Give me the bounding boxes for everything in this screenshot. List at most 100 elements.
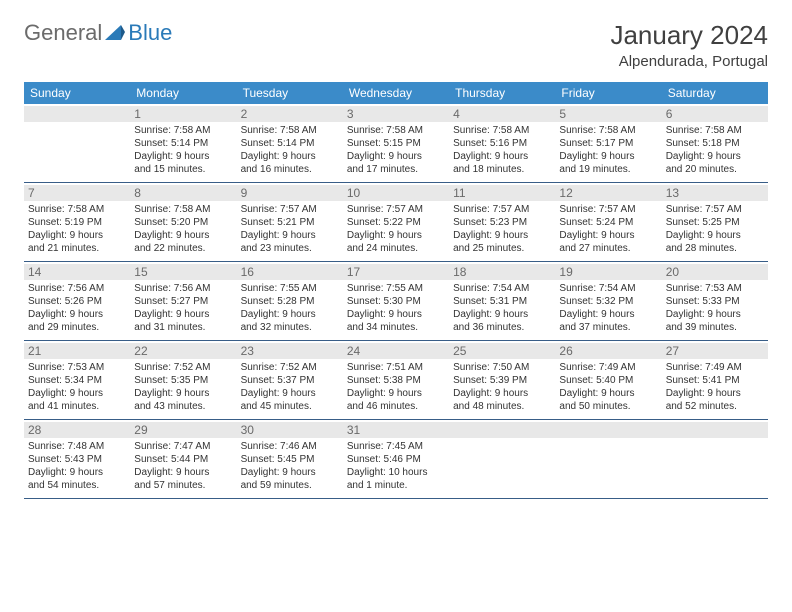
day-info: Sunrise: 7:58 AMSunset: 5:16 PMDaylight:…: [453, 124, 551, 176]
sunrise-text: Sunrise: 7:53 AM: [666, 282, 764, 295]
calendar-day-cell: 26Sunrise: 7:49 AMSunset: 5:40 PMDayligh…: [555, 341, 661, 420]
daylight-text-1: Daylight: 9 hours: [559, 150, 657, 163]
sunrise-text: Sunrise: 7:57 AM: [559, 203, 657, 216]
location-label: Alpendurada, Portugal: [610, 53, 768, 70]
title-block: January 2024 Alpendurada, Portugal: [610, 20, 768, 70]
day-number: 13: [662, 185, 768, 201]
day-number: 15: [130, 264, 236, 280]
day-number: 9: [237, 185, 343, 201]
sunset-text: Sunset: 5:19 PM: [28, 216, 126, 229]
logo-text-blue: Blue: [128, 20, 172, 46]
sunset-text: Sunset: 5:32 PM: [559, 295, 657, 308]
day-number: 7: [24, 185, 130, 201]
calendar-day-cell: 7Sunrise: 7:58 AMSunset: 5:19 PMDaylight…: [24, 183, 130, 262]
calendar-day-cell: [662, 420, 768, 499]
daylight-text-2: and 24 minutes.: [347, 242, 445, 255]
sunrise-text: Sunrise: 7:49 AM: [666, 361, 764, 374]
day-info: Sunrise: 7:49 AMSunset: 5:40 PMDaylight:…: [559, 361, 657, 413]
day-info: Sunrise: 7:55 AMSunset: 5:28 PMDaylight:…: [241, 282, 339, 334]
sunrise-text: Sunrise: 7:46 AM: [241, 440, 339, 453]
daylight-text-1: Daylight: 9 hours: [134, 150, 232, 163]
month-title: January 2024: [610, 20, 768, 51]
daylight-text-2: and 20 minutes.: [666, 163, 764, 176]
daylight-text-1: Daylight: 9 hours: [241, 387, 339, 400]
day-number: 30: [237, 422, 343, 438]
sunrise-text: Sunrise: 7:58 AM: [666, 124, 764, 137]
calendar-week-row: 1Sunrise: 7:58 AMSunset: 5:14 PMDaylight…: [24, 104, 768, 183]
sunset-text: Sunset: 5:27 PM: [134, 295, 232, 308]
daylight-text-2: and 15 minutes.: [134, 163, 232, 176]
daylight-text-1: Daylight: 9 hours: [241, 150, 339, 163]
day-info: Sunrise: 7:58 AMSunset: 5:20 PMDaylight:…: [134, 203, 232, 255]
day-info: Sunrise: 7:57 AMSunset: 5:21 PMDaylight:…: [241, 203, 339, 255]
daylight-text-2: and 23 minutes.: [241, 242, 339, 255]
daylight-text-1: Daylight: 9 hours: [453, 229, 551, 242]
day-number: [24, 106, 130, 122]
weekday-header: Monday: [130, 82, 236, 104]
daylight-text-2: and 50 minutes.: [559, 400, 657, 413]
weekday-header-row: Sunday Monday Tuesday Wednesday Thursday…: [24, 82, 768, 104]
calendar-day-cell: [555, 420, 661, 499]
day-number: 18: [449, 264, 555, 280]
weekday-header: Tuesday: [237, 82, 343, 104]
day-number: 23: [237, 343, 343, 359]
daylight-text-2: and 32 minutes.: [241, 321, 339, 334]
day-info: Sunrise: 7:45 AMSunset: 5:46 PMDaylight:…: [347, 440, 445, 492]
day-number: 11: [449, 185, 555, 201]
day-info: Sunrise: 7:57 AMSunset: 5:25 PMDaylight:…: [666, 203, 764, 255]
day-number: 21: [24, 343, 130, 359]
calendar-day-cell: 17Sunrise: 7:55 AMSunset: 5:30 PMDayligh…: [343, 262, 449, 341]
sunrise-text: Sunrise: 7:58 AM: [347, 124, 445, 137]
calendar-day-cell: 3Sunrise: 7:58 AMSunset: 5:15 PMDaylight…: [343, 104, 449, 183]
day-number: 19: [555, 264, 661, 280]
daylight-text-2: and 1 minute.: [347, 479, 445, 492]
sunset-text: Sunset: 5:25 PM: [666, 216, 764, 229]
sunset-text: Sunset: 5:45 PM: [241, 453, 339, 466]
day-info: Sunrise: 7:53 AMSunset: 5:34 PMDaylight:…: [28, 361, 126, 413]
calendar-week-row: 21 Sunrise: 7:53 AMSunset: 5:34 PMDayligh…: [24, 341, 768, 420]
day-info: Sunrise: 7:58 AMSunset: 5:17 PMDaylight:…: [559, 124, 657, 176]
daylight-text-2: and 18 minutes.: [453, 163, 551, 176]
day-number: 20: [662, 264, 768, 280]
daylight-text-2: and 39 minutes.: [666, 321, 764, 334]
calendar-day-cell: [449, 420, 555, 499]
sunrise-text: Sunrise: 7:55 AM: [347, 282, 445, 295]
calendar-day-cell: 5Sunrise: 7:58 AMSunset: 5:17 PMDaylight…: [555, 104, 661, 183]
sunrise-text: Sunrise: 7:55 AM: [241, 282, 339, 295]
day-info: Sunrise: 7:52 AMSunset: 5:37 PMDaylight:…: [241, 361, 339, 413]
calendar-day-cell: 14Sunrise: 7:56 AMSunset: 5:26 PMDayligh…: [24, 262, 130, 341]
day-number: 3: [343, 106, 449, 122]
daylight-text-1: Daylight: 9 hours: [347, 387, 445, 400]
sunset-text: Sunset: 5:26 PM: [28, 295, 126, 308]
sunrise-text: Sunrise: 7:54 AM: [453, 282, 551, 295]
day-number: 8: [130, 185, 236, 201]
daylight-text-2: and 57 minutes.: [134, 479, 232, 492]
daylight-text-1: Daylight: 9 hours: [666, 229, 764, 242]
day-number: 28: [24, 422, 130, 438]
day-info: Sunrise: 7:58 AMSunset: 5:14 PMDaylight:…: [134, 124, 232, 176]
calendar-week-row: 14Sunrise: 7:56 AMSunset: 5:26 PMDayligh…: [24, 262, 768, 341]
sunset-text: Sunset: 5:34 PM: [28, 374, 126, 387]
daylight-text-1: Daylight: 10 hours: [347, 466, 445, 479]
sunset-text: Sunset: 5:33 PM: [666, 295, 764, 308]
calendar-day-cell: 20Sunrise: 7:53 AMSunset: 5:33 PMDayligh…: [662, 262, 768, 341]
sunset-text: Sunset: 5:16 PM: [453, 137, 551, 150]
daylight-text-1: Daylight: 9 hours: [347, 229, 445, 242]
day-number: 24: [343, 343, 449, 359]
sunset-text: Sunset: 5:18 PM: [666, 137, 764, 150]
calendar-day-cell: 10Sunrise: 7:57 AMSunset: 5:22 PMDayligh…: [343, 183, 449, 262]
day-info: Sunrise: 7:58 AMSunset: 5:18 PMDaylight:…: [666, 124, 764, 176]
calendar-day-cell: 6Sunrise: 7:58 AMSunset: 5:18 PMDaylight…: [662, 104, 768, 183]
day-info: Sunrise: 7:57 AMSunset: 5:23 PMDaylight:…: [453, 203, 551, 255]
sunset-text: Sunset: 5:43 PM: [28, 453, 126, 466]
day-number: 22: [130, 343, 236, 359]
day-info: Sunrise: 7:49 AMSunset: 5:41 PMDaylight:…: [666, 361, 764, 413]
calendar-day-cell: 1Sunrise: 7:58 AMSunset: 5:14 PMDaylight…: [130, 104, 236, 183]
sunset-text: Sunset: 5:23 PM: [453, 216, 551, 229]
daylight-text-1: Daylight: 9 hours: [28, 387, 126, 400]
daylight-text-1: Daylight: 9 hours: [28, 466, 126, 479]
calendar-day-cell: 21 Sunrise: 7:53 AMSunset: 5:34 PMDayligh…: [24, 341, 130, 420]
day-info: Sunrise: 7:54 AMSunset: 5:31 PMDaylight:…: [453, 282, 551, 334]
day-info: Sunrise: 7:51 AMSunset: 5:38 PMDaylight:…: [347, 361, 445, 413]
daylight-text-2: and 37 minutes.: [559, 321, 657, 334]
